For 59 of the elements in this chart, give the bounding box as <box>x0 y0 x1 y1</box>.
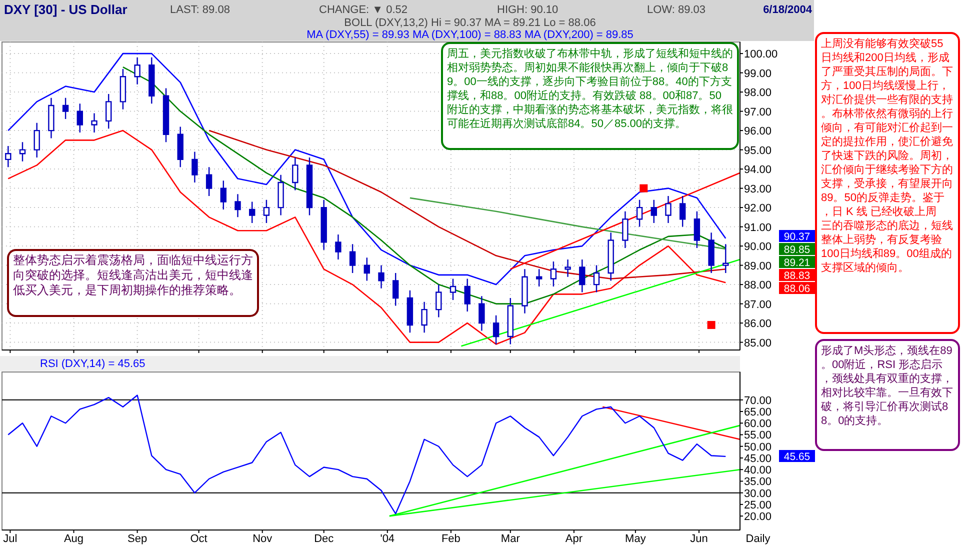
y-tick-label: 70.00 <box>744 394 772 407</box>
x-tick-label: Feb <box>441 533 460 545</box>
y-tick-label: 95.00 <box>744 144 772 157</box>
x-tick-label: Sep <box>128 533 148 545</box>
y-tick-label: 100.00 <box>744 48 778 61</box>
text: 89.85 <box>784 244 810 256</box>
text: 89.21 <box>784 257 810 269</box>
y-tick-label: 92.00 <box>744 202 772 215</box>
annotation: 周五，美元指数收破了布林带中轨，形成了短线和短中线的相对弱势势态。周初如果不能很快再次翻上，倾向于下破89。00一线的支撑，逐步向下考验目前位于88。40的下方支撑线，和88。00附近的支持。有效跌破 88。00和87。50附近的支撑，中期看涨的势态将基本破坏，美元指数，将很可能在近期再次测试底部84。50／85.00的支撑。 <box>447 47 733 130</box>
y-tick-label: 94.00 <box>744 164 772 176</box>
y-tick-label: 96.00 <box>744 126 772 138</box>
text: HIGH: 90.10 <box>497 4 558 16</box>
y-tick-label: 40.00 <box>744 464 772 477</box>
text: 45.65 <box>784 451 810 463</box>
x-tick-label: '04 <box>380 533 395 545</box>
x-tick-label: Mar <box>500 533 520 545</box>
y-tick-label: 99.00 <box>744 68 772 80</box>
y-tick-label: 65.00 <box>744 406 772 418</box>
x-tick-label: Oct <box>190 533 208 545</box>
y-tick-label: 30.00 <box>744 488 772 500</box>
x-tick-label: Aug <box>64 533 84 545</box>
y-tick-label: 93.00 <box>744 183 772 196</box>
y-tick-label: 45.00 <box>744 452 772 465</box>
y-tick-label: 20.00 <box>744 511 772 524</box>
text: 上周没有能够有效突破55日均线和200日均线，形成了严重受其压制的局面。下方，100日均线缓慢上行，对汇价提供一些有限的支持。布林带依然有微弱的上行倾向，有可能对汇价起到一定的提拉作用，使汇价避免了快速下跌的风险。周初，汇价倾向于继续考验下方的支撑，受承接，有望展开向89。50的反弹走势。鉴于，日 K 线 已经收破上周三的吞噬形态的底边，短线整体上弱势，有反复考验 100日均线和89。00组成的支撑区域的倾向。 <box>821 38 953 274</box>
x-tick-label: Apr <box>565 533 583 545</box>
text: BOLL (DXY,13,2) Hi = 90.37 MA = 89.21 Lo = 88.06 <box>344 17 596 29</box>
text: 6/18/2004 <box>763 4 813 16</box>
y-tick-label: 50.00 <box>744 441 772 454</box>
chart-title: RSI (DXY,14) = 45.65 <box>40 358 146 370</box>
text: LAST: 89.08 <box>170 4 230 16</box>
y-tick-label: 25.00 <box>744 499 772 512</box>
x-tick-label: Dec <box>314 533 334 545</box>
y-tick-label: 89.00 <box>744 260 772 272</box>
x-tick-label: May <box>625 533 646 545</box>
text: 90.37 <box>784 231 810 243</box>
y-tick-label: 60.00 <box>744 418 772 430</box>
x-tick-label: Nov <box>252 533 273 545</box>
text: 形成了M头形态，颈线在89。00附近，RSI 形态启示，颈线处具有双重的支撑，相对比较牢靠。一旦有效下破，将引导汇价再次测试88。0的支持。 <box>820 344 953 427</box>
y-tick-label: 91.00 <box>744 222 772 234</box>
text: CHANGE: ▼ 0.52 <box>319 4 408 16</box>
x-axis-title: Daily <box>746 533 771 545</box>
x-tick-label: Jun <box>690 533 708 545</box>
y-tick-label: 55.00 <box>744 430 772 442</box>
y-tick-label: 85.00 <box>744 337 772 350</box>
text: MA (DXY,55) = 89.93 MA (DXY,100) = 88.83 MA (DXY,200) = 89.85 <box>306 29 634 41</box>
y-tick-label: 35.00 <box>744 476 772 488</box>
y-tick-label: 90.00 <box>744 241 772 254</box>
y-tick-label: 86.00 <box>744 318 772 330</box>
y-tick-label: 97.00 <box>744 106 772 118</box>
text: LOW: 89.03 <box>647 4 706 16</box>
y-tick-label: 88.00 <box>744 280 772 292</box>
y-tick-label: 87.00 <box>744 298 772 311</box>
chart-title: DXY [30] - US Dollar <box>4 2 128 17</box>
text: 88.06 <box>784 283 810 295</box>
y-tick-label: 98.00 <box>744 87 772 100</box>
text: 88.83 <box>784 270 810 282</box>
annotation: 整体势态启示着震荡格局，面临短中线运行方向突破的选择。短线逢高沽出美元，短中线逢低买入美元，是下周初期操作的推荐策略。 <box>13 253 253 297</box>
x-tick-label: Jul <box>3 533 18 545</box>
